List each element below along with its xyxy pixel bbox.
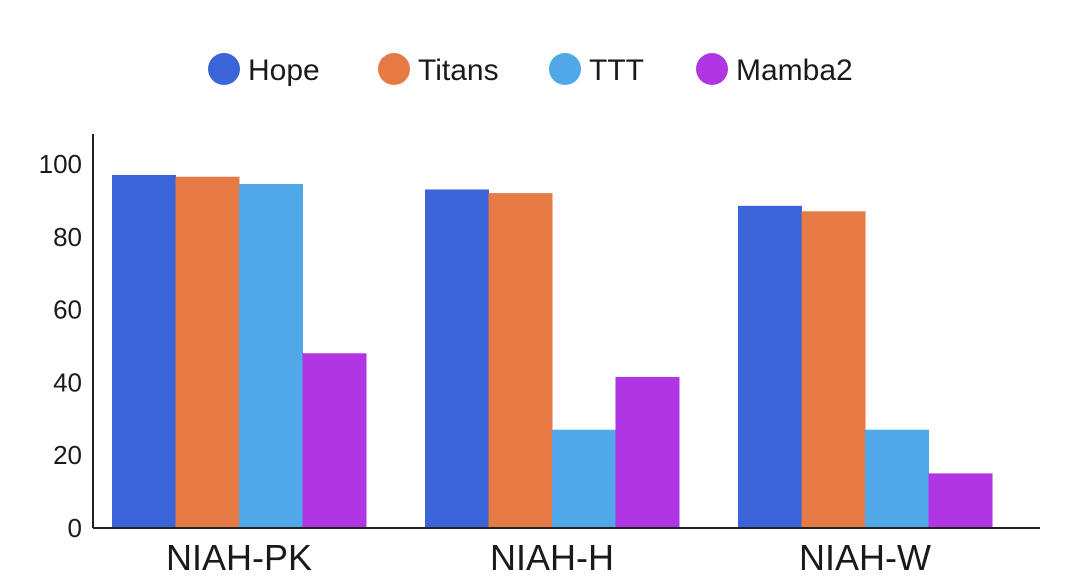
legend-label-hope: Hope [248, 54, 320, 87]
bars [112, 174, 993, 529]
y-tick-label: 0 [68, 513, 82, 543]
bar-ttt-niah-w [865, 429, 929, 528]
legend-label-ttt: TTT [589, 54, 644, 87]
bar-mamba2-niah-pk [302, 353, 367, 528]
legend-swatch-titans [378, 53, 410, 85]
x-tick-label: NIAH-H [490, 537, 614, 578]
bar-hope-niah-pk [112, 174, 176, 529]
y-axis-ticks: 0 20 40 60 80 100 [39, 149, 82, 543]
y-tick-label: 100 [39, 149, 82, 179]
legend-label-titans: Titans [418, 54, 499, 87]
legend-swatch-mamba2 [696, 53, 728, 85]
legend: Hope Titans TTT Mamba2 [208, 53, 853, 87]
bar-ttt-niah-pk [239, 184, 303, 528]
y-tick-label: 40 [53, 367, 82, 397]
bar-mamba2-niah-h [615, 376, 680, 528]
bar-hope-niah-h [425, 189, 489, 529]
y-tick-label: 20 [53, 440, 82, 470]
bar-mamba2-niah-w [928, 473, 993, 528]
bar-titans-niah-w [801, 211, 866, 528]
bar-ttt-niah-h [552, 429, 616, 528]
legend-swatch-ttt [549, 53, 581, 85]
bar-hope-niah-w [738, 205, 802, 529]
x-tick-label: NIAH-W [799, 537, 931, 578]
x-axis-labels: NIAH-PK NIAH-H NIAH-W [166, 537, 931, 578]
x-tick-label: NIAH-PK [166, 537, 312, 578]
legend-label-mamba2: Mamba2 [736, 54, 853, 87]
y-tick-label: 60 [53, 295, 82, 325]
bar-titans-niah-h [488, 193, 553, 528]
legend-swatch-hope [208, 53, 240, 85]
bar-titans-niah-pk [175, 176, 240, 529]
y-tick-label: 80 [53, 222, 82, 252]
